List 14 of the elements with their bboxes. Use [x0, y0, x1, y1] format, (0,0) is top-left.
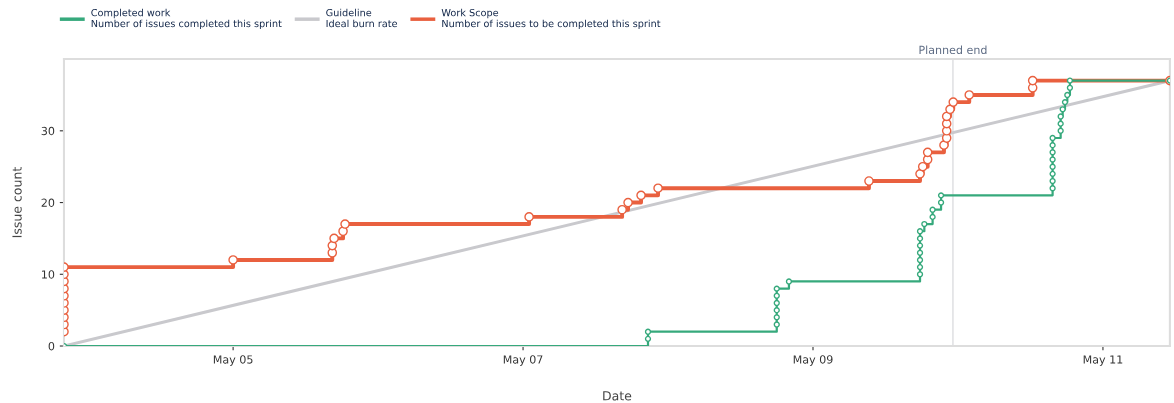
x-axis-title: Date — [603, 391, 632, 401]
y-tick-label: 0 — [48, 341, 55, 351]
legend-label: Guideline Ideal burn rate — [326, 8, 398, 28]
x-tick-label: May 05 — [213, 355, 253, 366]
x-tick-label: May 11 — [1083, 355, 1123, 366]
x-tick-label: May 07 — [503, 355, 543, 366]
y-tick-label: 30 — [41, 126, 55, 136]
legend-label: Work Scope Number of issues to be completed this sprint — [441, 8, 661, 30]
y-tick-label: 20 — [41, 198, 55, 207]
y-axis-title: Issue count — [12, 167, 22, 238]
legend-label: Completed work Number of issues completed this sprint — [91, 8, 282, 30]
ref-line-label: Planned end — [919, 45, 987, 55]
x-tick-label: May 09 — [793, 355, 833, 366]
y-tick-label: 10 — [42, 270, 55, 279]
